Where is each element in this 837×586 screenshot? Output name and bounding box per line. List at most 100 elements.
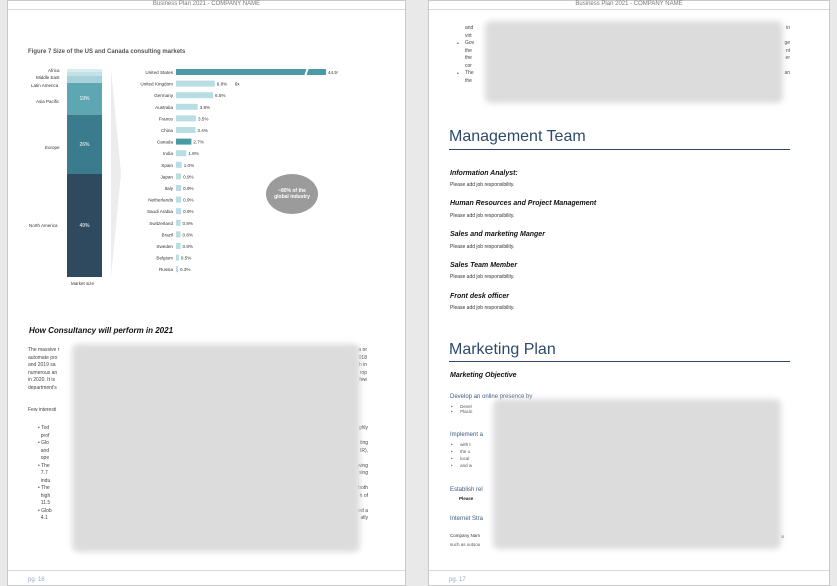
marketing-title: Marketing Plan xyxy=(449,341,556,358)
bullet-right-fragments: ghly ting IR), wing sing both h of ed a … xyxy=(354,425,368,523)
category-label: China xyxy=(161,128,173,133)
paragraph-right-fragments: a or 018 h in rop few xyxy=(358,347,367,385)
list-item: 4.1 xyxy=(40,515,48,521)
role-responsibility: Please add job responsibility. xyxy=(450,182,515,188)
section-heading: How Consultancy will perform in 2021 xyxy=(29,326,174,335)
bar xyxy=(176,127,196,133)
top-fragments: and virt Gov the the cor The the xyxy=(465,25,474,85)
value-label: 0.8% xyxy=(183,244,193,249)
stacked-market-bar: 19% 26% 49% xyxy=(67,69,102,277)
list-item: 7.7 xyxy=(40,470,48,476)
bullet-list-left: • Tod prof • Glo and ope • The 7.7 indu … xyxy=(38,425,52,523)
bar xyxy=(176,80,215,87)
bar xyxy=(176,173,182,180)
category-label: Belgium xyxy=(156,256,173,261)
list-item: high xyxy=(40,492,51,499)
value-label: 44.5% xyxy=(328,70,338,75)
para-fragment: in 2020. It is xyxy=(28,377,55,383)
header-divider xyxy=(429,9,829,10)
text-fragment: in xyxy=(786,25,790,31)
list-item: • Tod xyxy=(38,425,50,431)
list-item: and xyxy=(40,447,50,454)
role-title: Front desk officer xyxy=(450,293,509,300)
bar xyxy=(176,92,214,99)
category-label: Germany xyxy=(154,93,174,98)
callout-bubble: ~80% of the global industry xyxy=(266,174,318,214)
text-fragment: an xyxy=(784,70,790,76)
stack-label-middle-east: Middle East xyxy=(36,75,60,80)
category-label: Australia xyxy=(155,105,173,110)
list-fragment: wing xyxy=(357,462,368,469)
list-item: indu xyxy=(40,477,51,484)
value-label: 3.5% xyxy=(198,116,208,121)
category-label: Saudi Arabia xyxy=(147,209,173,214)
stack-value-north-america: 49% xyxy=(79,222,90,229)
role-title: Sales Team Member xyxy=(450,262,518,269)
para-fragment: few xyxy=(359,377,367,383)
value-label: 0.8% xyxy=(183,232,193,237)
stack-label-europe: Europe xyxy=(45,145,60,150)
page-16: Business Plan 2021 - COMPANY NAME Figure… xyxy=(7,0,406,586)
bar xyxy=(176,243,181,249)
category-label: Japan xyxy=(160,174,173,179)
list-item: • Glo xyxy=(38,440,49,446)
text-fragment: and xyxy=(465,25,474,31)
list-fragment: ally xyxy=(360,515,368,521)
role-title: Sales and marketing Manger xyxy=(450,231,545,238)
axis-break-mark xyxy=(304,67,309,77)
redacted-block xyxy=(493,399,781,549)
implement-list: • with t • the u • local • and w xyxy=(451,442,472,470)
para-fragment: h in xyxy=(358,362,367,368)
text-fragment: the xyxy=(465,55,472,61)
role-responsibility: Please add job responsibility. xyxy=(450,244,515,250)
bar xyxy=(176,150,187,157)
page-header: Business Plan 2021 - COMPANY NAME xyxy=(152,1,261,7)
list-item: • Devel xyxy=(451,404,472,409)
role-responsibility: Please add job responsibility. xyxy=(450,274,515,280)
page-number: pg. 17 xyxy=(449,577,466,583)
category-label: Spain xyxy=(161,163,173,168)
value-label: 6.8% xyxy=(217,82,227,87)
footer-divider xyxy=(8,570,405,571)
implement-heading: Implement a xyxy=(450,432,484,438)
category-label: Brazil xyxy=(162,232,174,237)
multiplier-annotation: 6x xyxy=(235,82,241,87)
category-label: United States xyxy=(145,70,173,75)
list-item: • with t xyxy=(451,442,471,447)
arrow-shape xyxy=(111,69,121,277)
list-item: 11.5 xyxy=(40,500,51,506)
value-label: 0.3% xyxy=(180,267,190,272)
page-number: pg. 16 xyxy=(28,577,45,583)
stack-label-north-america: North America xyxy=(29,223,58,228)
management-title: Management Team xyxy=(449,128,586,145)
category-label: Canada xyxy=(157,140,174,145)
list-item: • The xyxy=(38,485,50,491)
list-item: • the u xyxy=(451,448,471,454)
top-right-fragments: in ge nt er an xyxy=(781,25,790,78)
redacted-block xyxy=(72,344,360,552)
list-fragment: ting xyxy=(359,440,368,446)
value-label: 0.9% xyxy=(183,186,193,191)
category-label: Sweden xyxy=(156,244,173,249)
stack-value-europe: 26% xyxy=(79,141,90,148)
value-label: 0.8% xyxy=(183,221,193,226)
value-label: 0.5% xyxy=(181,256,191,261)
bar xyxy=(176,161,182,168)
develop-list: • Devel • Placin xyxy=(451,404,472,414)
text-fragment: The xyxy=(465,70,474,76)
para-fragment: and 2019 sa xyxy=(28,362,56,368)
value-label: 0.9% xyxy=(183,198,193,203)
role-responsibility: Please add job responsibility. xyxy=(450,213,515,219)
text-fragment: cor xyxy=(465,62,472,69)
bar xyxy=(176,208,182,215)
role-title: Human Resources and Project Management xyxy=(450,200,597,207)
value-label: 1.8% xyxy=(188,151,198,156)
list-item: • Glob xyxy=(38,507,52,514)
bar xyxy=(176,138,192,145)
stack-value-asia: 19% xyxy=(79,96,90,102)
list-fragment: ed a xyxy=(358,507,368,514)
bar xyxy=(176,103,198,110)
header-divider xyxy=(8,9,405,10)
develop-heading: Develop an online presence by xyxy=(450,394,533,400)
redacted-block xyxy=(485,21,783,103)
